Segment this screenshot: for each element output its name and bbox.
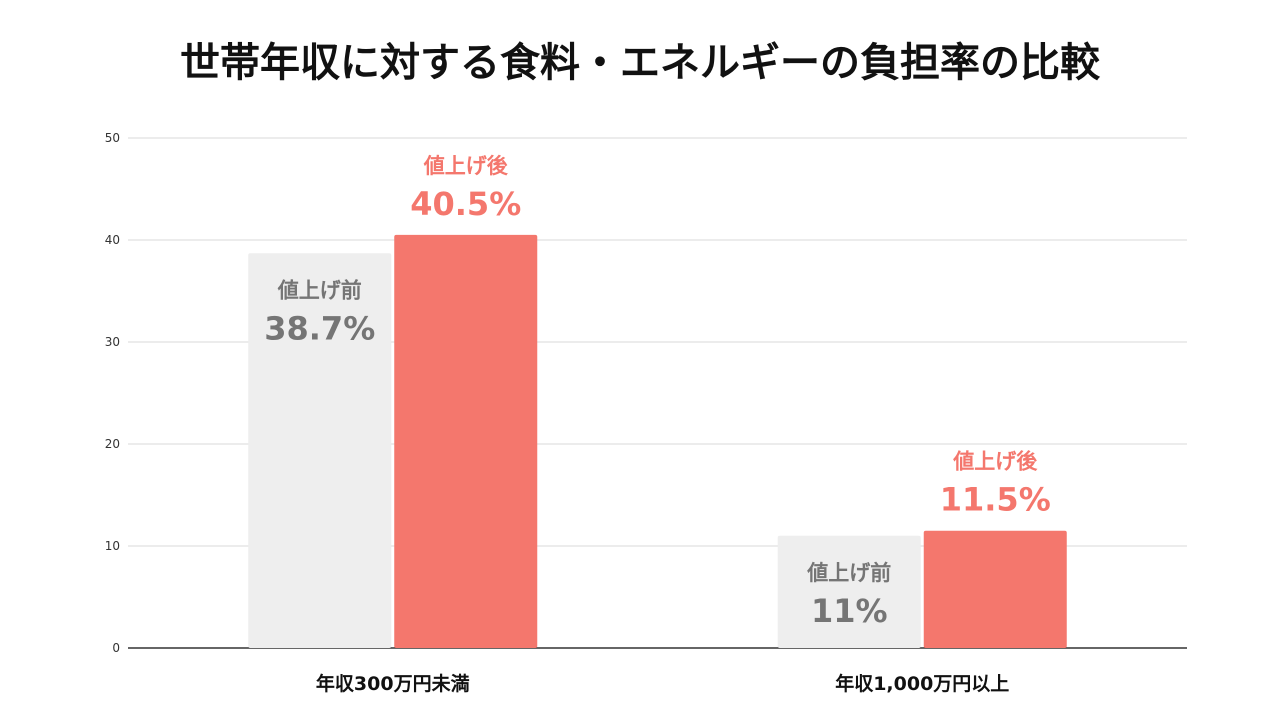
data-label-caption: 値上げ前 (277, 278, 362, 302)
data-label-value: 11% (811, 592, 888, 630)
bar (777, 535, 921, 648)
data-label-caption: 値上げ後 (423, 154, 509, 178)
y-tick-label: 0 (112, 641, 120, 655)
chart-title: 世帯年収に対する食料・エネルギーの負担率の比較 (180, 40, 1100, 86)
y-tick-label: 50 (105, 131, 120, 145)
bar (248, 253, 392, 648)
data-label-value: 40.5% (410, 185, 521, 223)
y-tick-label: 10 (105, 539, 120, 553)
y-tick-label: 40 (105, 233, 120, 247)
x-tick-label: 年収1,000万円以上 (835, 672, 1009, 695)
data-label-caption: 値上げ後 (952, 450, 1038, 474)
data-label-value: 38.7% (264, 309, 375, 347)
bar (394, 234, 538, 648)
bar (923, 530, 1067, 648)
y-tick-label: 30 (105, 335, 120, 349)
y-tick-label: 20 (105, 437, 120, 451)
data-label-caption: 値上げ前 (806, 561, 891, 585)
x-tick-label: 年収300万円未満 (316, 672, 470, 695)
data-label-value: 11.5% (940, 481, 1051, 519)
